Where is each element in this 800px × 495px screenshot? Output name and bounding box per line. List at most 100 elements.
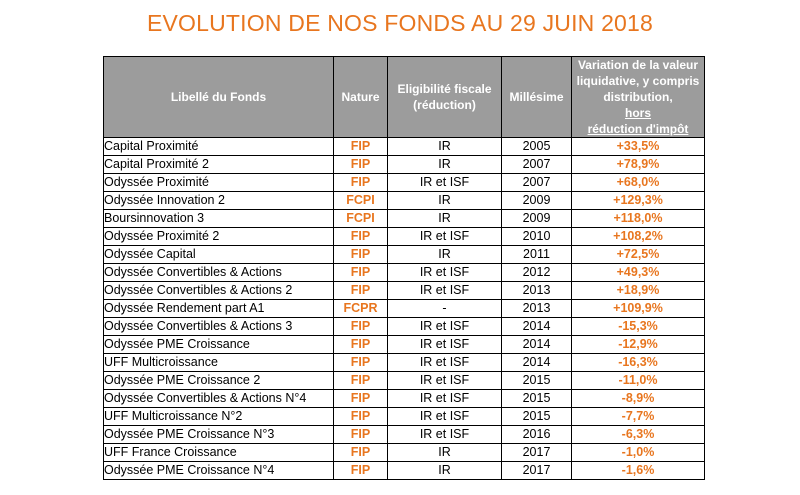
fund-eligibility: - — [387, 299, 502, 318]
fund-year: 2014 — [501, 353, 572, 372]
fund-nature: FIP — [333, 137, 388, 156]
table-header-row: Libellé du Fonds Nature Eligibilité fisc… — [103, 56, 705, 138]
fund-nature: FIP — [333, 335, 388, 354]
table-row: Odyssée Capital FIP IR 2011 +72,5% — [103, 245, 705, 264]
fund-eligibility: IR — [387, 191, 502, 210]
table-row: Odyssée PME Croissance N°4 FIP IR 2017 -1,6% — [103, 461, 705, 480]
fund-year: 2013 — [501, 281, 572, 300]
fund-name: Odyssée Rendement part A1 — [103, 299, 334, 318]
table-row: Odyssée Convertibles & Actions 3 FIP IR et… — [103, 317, 705, 336]
fund-variation: -12,9% — [571, 335, 705, 354]
table-row: Odyssée PME Croissance 2 FIP IR et ISF 2015… — [103, 371, 705, 390]
header-eligibilite-line2: (réduction) — [413, 98, 476, 112]
fund-nature: FIP — [333, 407, 388, 426]
fund-variation: +108,2% — [571, 227, 705, 246]
fund-name: Odyssée Innovation 2 — [103, 191, 334, 210]
fund-nature: FIP — [333, 389, 388, 408]
fund-variation: +78,9% — [571, 155, 705, 174]
header-millesime: Millésime — [501, 56, 572, 138]
fund-year: 2009 — [501, 209, 572, 228]
fund-variation: -1,6% — [571, 461, 705, 480]
fund-variation: +68,0% — [571, 173, 705, 192]
fund-eligibility: IR et ISF — [387, 335, 502, 354]
fund-year: 2007 — [501, 155, 572, 174]
fund-eligibility: IR — [387, 137, 502, 156]
fund-year: 2009 — [501, 191, 572, 210]
fund-name: Odyssée PME Croissance — [103, 335, 334, 354]
fund-eligibility: IR et ISF — [387, 173, 502, 192]
fund-eligibility: IR et ISF — [387, 425, 502, 444]
table-row: Odyssée Convertibles & Actions N°4 FIP IR … — [103, 389, 705, 408]
fund-name: Odyssée Proximité 2 — [103, 227, 334, 246]
fund-eligibility: IR et ISF — [387, 389, 502, 408]
fund-nature: FIP — [333, 371, 388, 390]
fund-year: 2014 — [501, 335, 572, 354]
fund-variation: -16,3% — [571, 353, 705, 372]
fund-name: Odyssée PME Croissance 2 — [103, 371, 334, 390]
fund-name: UFF Multicroissance — [103, 353, 334, 372]
table-row: Odyssée Proximité FIP IR et ISF 2007 +68,0% — [103, 173, 705, 192]
fund-eligibility: IR et ISF — [387, 263, 502, 282]
fund-nature: FIP — [333, 263, 388, 282]
fund-name: Odyssée PME Croissance N°4 — [103, 461, 334, 480]
fund-variation: +18,9% — [571, 281, 705, 300]
header-variation-line3: distribution, hors — [573, 89, 704, 121]
fund-name: Odyssée Convertibles & Actions 3 — [103, 317, 334, 336]
fund-name: UFF France Croissance — [103, 443, 334, 462]
fund-name: Capital Proximité — [103, 137, 334, 156]
table-row: Odyssée PME Croissance N°3 FIP IR et ISF 20… — [103, 425, 705, 444]
fund-name: Odyssée Proximité — [103, 173, 334, 192]
table-row: Odyssée Proximité 2 FIP IR et ISF 2010 +108,… — [103, 227, 705, 246]
fund-nature: FIP — [333, 245, 388, 264]
header-variation: Variation de la valeur liquidative, y co… — [571, 56, 705, 138]
header-eligibilite-line1: Eligibilité fiscale — [397, 82, 492, 96]
fund-eligibility: IR et ISF — [387, 407, 502, 426]
header-variation-line3-b: hors — [624, 106, 651, 120]
fund-nature: FIP — [333, 173, 388, 192]
fund-nature: FIP — [333, 227, 388, 246]
fund-name: Odyssée Convertibles & Actions N°4 — [103, 389, 334, 408]
fund-variation: -11,0% — [571, 371, 705, 390]
fund-variation: +33,5% — [571, 137, 705, 156]
fund-variation: +72,5% — [571, 245, 705, 264]
fund-year: 2017 — [501, 443, 572, 462]
fund-eligibility: IR et ISF — [387, 353, 502, 372]
fund-variation: -1,0% — [571, 443, 705, 462]
fund-year: 2005 — [501, 137, 572, 156]
funds-table: Libellé du Fonds Nature Eligibilité fisc… — [103, 56, 705, 480]
fund-year: 2010 — [501, 227, 572, 246]
page-title: EVOLUTION DE NOS FONDS AU 29 JUIN 2018 — [146, 10, 654, 36]
fund-year: 2015 — [501, 371, 572, 390]
fund-variation: +49,3% — [571, 263, 705, 282]
table-row: UFF Multicroissance FIP IR et ISF 2014 -16,3… — [103, 353, 705, 372]
fund-nature: FIP — [333, 281, 388, 300]
fund-name: Odyssée PME Croissance N°3 — [103, 425, 334, 444]
table-row: Odyssée Innovation 2 FCPI IR 2009 +129,3% — [103, 191, 705, 210]
header-libelle: Libellé du Fonds — [103, 56, 334, 138]
header-eligibilite: Eligibilité fiscale (réduction) — [387, 56, 502, 138]
fund-name: Odyssée Capital — [103, 245, 334, 264]
fund-nature: FIP — [333, 443, 388, 462]
fund-year: 2011 — [501, 245, 572, 264]
fund-year: 2012 — [501, 263, 572, 282]
fund-year: 2007 — [501, 173, 572, 192]
fund-eligibility: IR — [387, 245, 502, 264]
fund-variation: +118,0% — [571, 209, 705, 228]
fund-eligibility: IR et ISF — [387, 317, 502, 336]
header-nature: Nature — [333, 56, 388, 138]
fund-variation: -15,3% — [571, 317, 705, 336]
fund-eligibility: IR et ISF — [387, 227, 502, 246]
table-body: Capital Proximité FIP IR 2005 +33,5% Capital… — [103, 137, 705, 480]
fund-nature: FIP — [333, 461, 388, 480]
fund-year: 2015 — [501, 389, 572, 408]
fund-year: 2014 — [501, 317, 572, 336]
table-row: Boursinnovation 3 FCPI IR 2009 +118,0% — [103, 209, 705, 228]
header-variation-line4: réduction d'impôt — [587, 122, 689, 136]
table-row: Capital Proximité FIP IR 2005 +33,5% — [103, 137, 705, 156]
header-variation-line3-a: distribution, — [603, 90, 673, 104]
fund-year: 2016 — [501, 425, 572, 444]
fund-nature: FIP — [333, 317, 388, 336]
fund-eligibility: IR — [387, 443, 502, 462]
fund-nature: FCPI — [333, 191, 388, 210]
fund-variation: -7,7% — [571, 407, 705, 426]
